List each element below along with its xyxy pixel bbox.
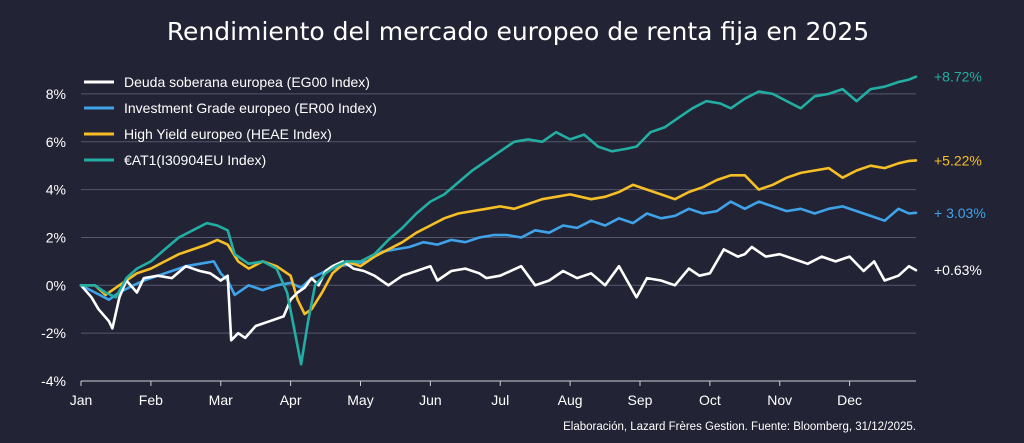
end-value-label: +5.22%	[934, 152, 982, 168]
x-axis: Jan Feb Mar Apr May Jun Jul Aug Sep Oct Nov Dec	[70, 380, 916, 408]
series-lines	[79, 75, 918, 366]
legend: Deuda soberana europea (EG00 Index) Inves…	[84, 74, 377, 168]
y-tick-label: -4%	[41, 373, 66, 389]
x-tick-label: Oct	[699, 392, 721, 408]
x-tick-label: Aug	[558, 392, 583, 408]
x-tick-label: Jul	[491, 392, 509, 408]
legend-label: Deuda soberana europea (EG00 Index)	[124, 74, 370, 90]
x-tick-label: Jan	[70, 392, 93, 408]
y-tick-label: 2%	[46, 229, 66, 245]
y-tick-label: 6%	[46, 134, 66, 150]
x-tick-label: Nov	[767, 392, 792, 408]
end-labels: +0.63% + 3.03% +5.22% +8.72%	[934, 69, 986, 279]
legend-label: €AT1(I30904EU Index)	[124, 152, 266, 168]
x-tick-label: Dec	[837, 392, 862, 408]
series-line	[79, 245, 918, 342]
legend-label: High Yield europeo (HEAE Index)	[124, 126, 332, 142]
x-tick-label: Feb	[139, 392, 163, 408]
source-note: Elaboración, Lazard Frères Gestion. Fuen…	[563, 421, 916, 433]
y-axis: -4% -2% 0% 2% 4% 6% 8%	[41, 86, 66, 389]
grid-lines	[81, 93, 916, 382]
end-value-label: +0.63%	[934, 262, 982, 278]
x-tick-label: May	[347, 392, 373, 408]
y-tick-label: 8%	[46, 86, 66, 102]
x-tick-label: Jun	[419, 392, 442, 408]
end-value-label: + 3.03%	[934, 205, 986, 221]
y-tick-label: 0%	[46, 277, 66, 293]
x-tick-label: Mar	[209, 392, 233, 408]
x-tick-label: Apr	[280, 392, 302, 408]
x-tick-label: Sep	[628, 392, 653, 408]
y-tick-label: 4%	[46, 182, 66, 198]
legend-label: Investment Grade europeo (ER00 Index)	[124, 100, 377, 116]
series-line	[79, 159, 918, 316]
end-value-label: +8.72%	[934, 69, 982, 85]
y-tick-label: -2%	[41, 325, 66, 341]
chart-title: Rendimiento del mercado europeo de renta…	[167, 17, 869, 46]
series-line	[79, 200, 918, 302]
series-line	[79, 75, 918, 366]
